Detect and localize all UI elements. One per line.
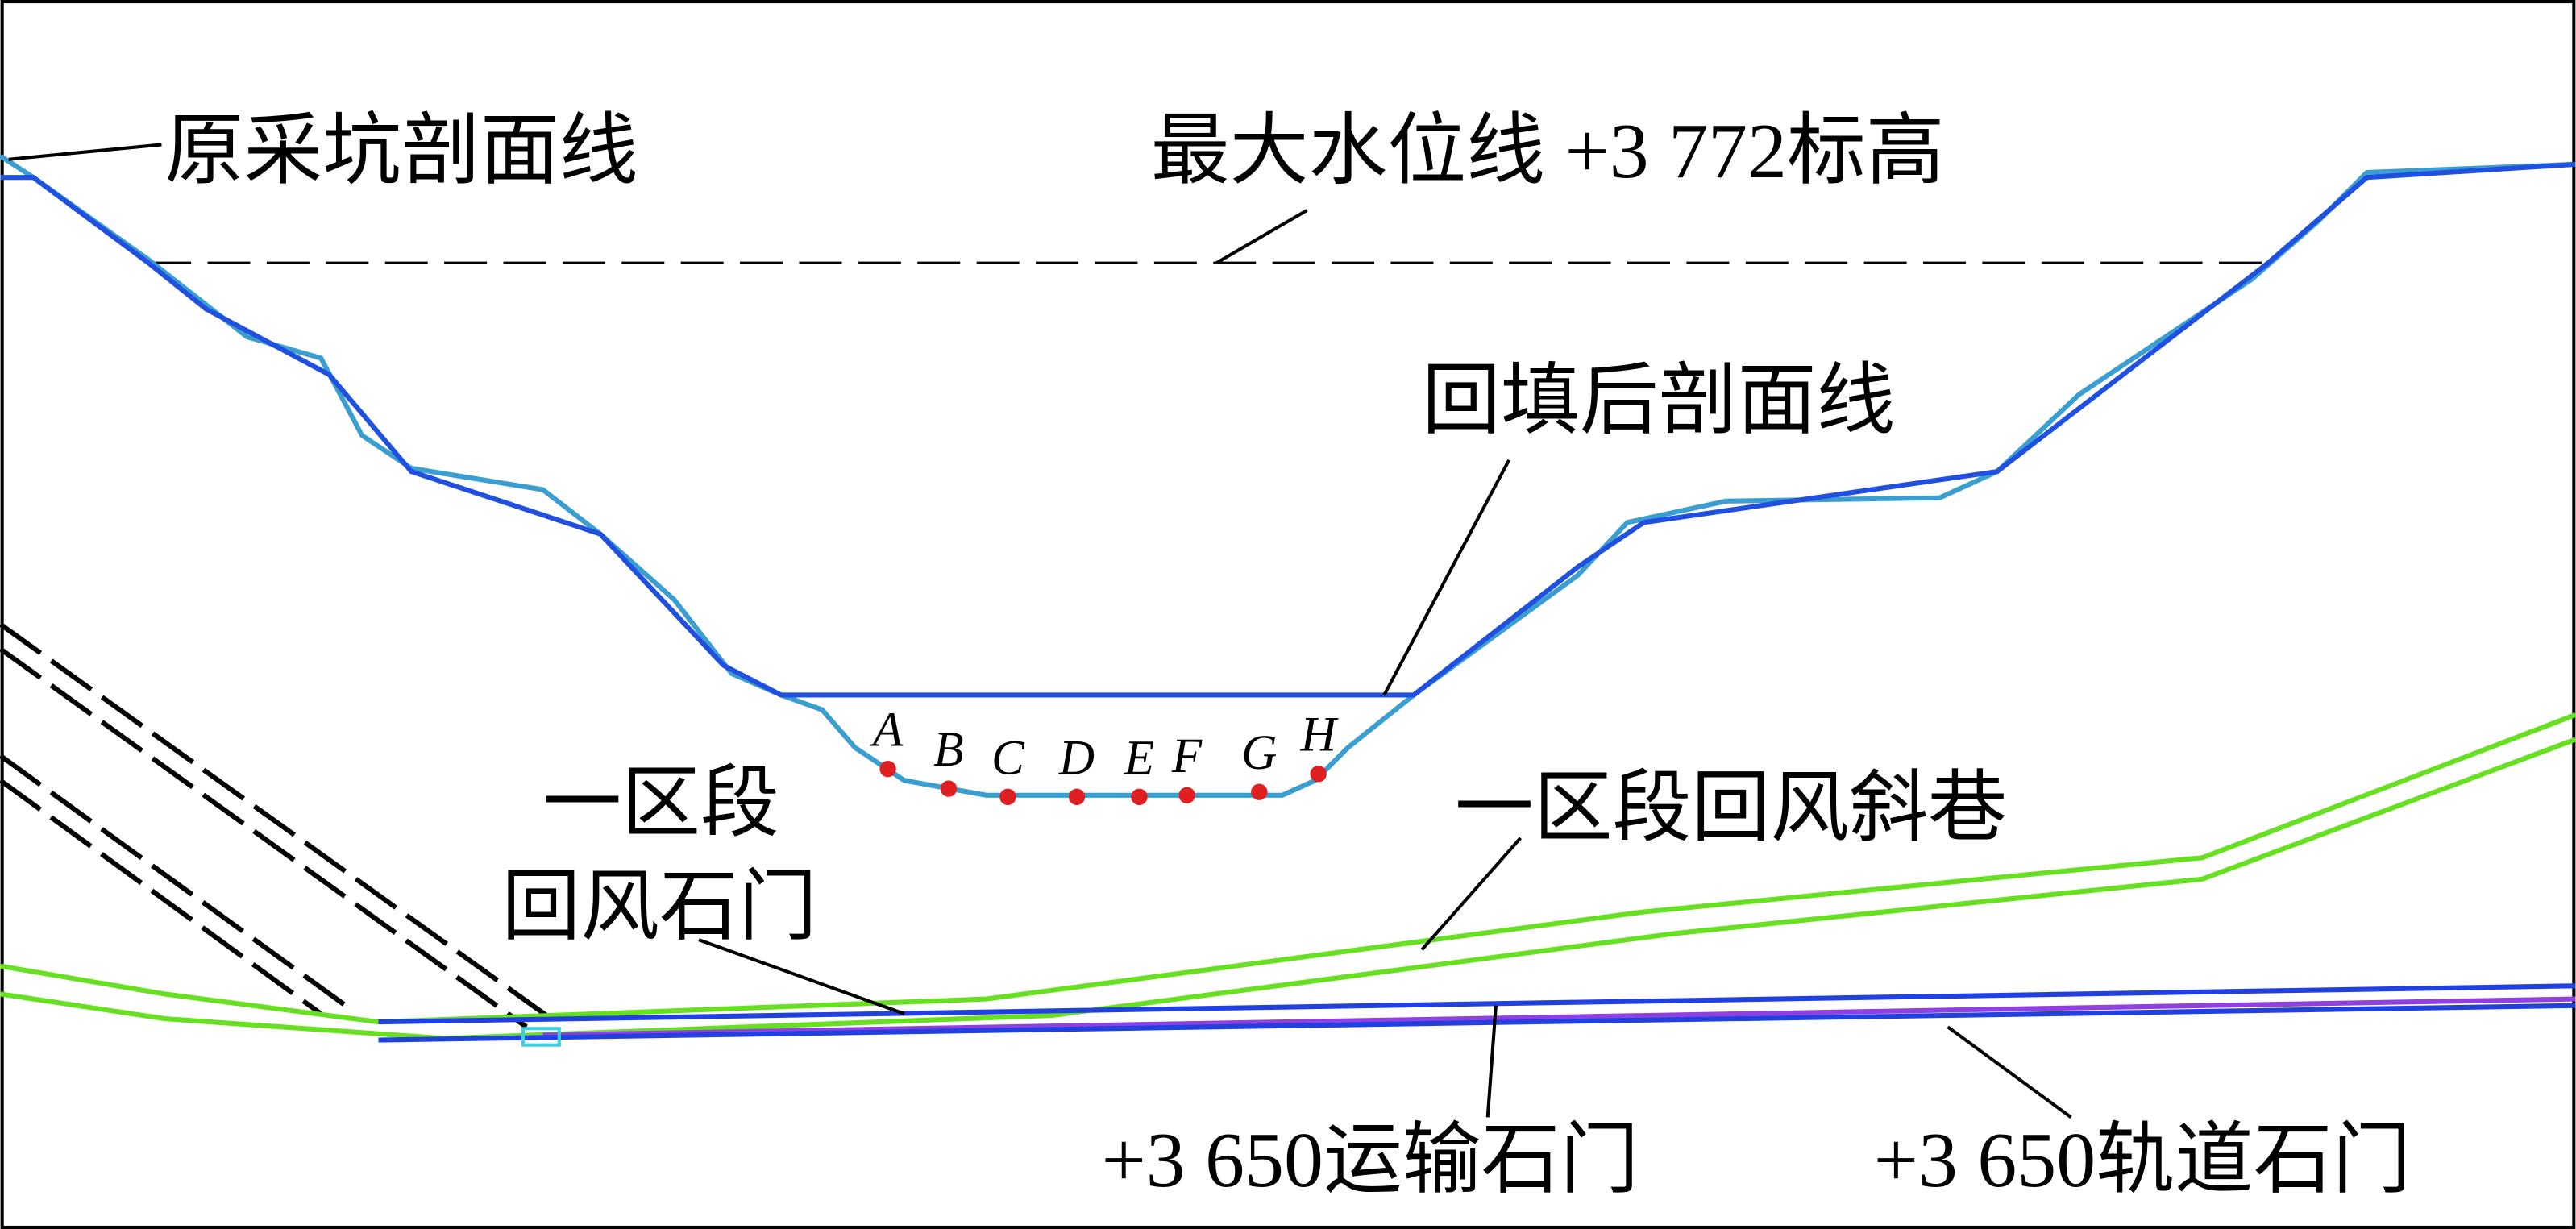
point-marker bbox=[999, 788, 1016, 805]
point-label: E bbox=[1124, 730, 1154, 785]
label: 回风石门 bbox=[501, 864, 816, 951]
point-marker bbox=[1068, 788, 1086, 805]
label: 回填后剖面线 bbox=[1422, 358, 1895, 445]
label: +3 650轨道石门 bbox=[1874, 1117, 2412, 1204]
label: 一区段回风斜巷 bbox=[1455, 766, 2007, 853]
point-marker bbox=[1251, 783, 1268, 800]
crosscut-line bbox=[542, 996, 2576, 1038]
point-marker bbox=[1178, 787, 1195, 803]
point-marker bbox=[1310, 766, 1327, 783]
incline-lower bbox=[0, 737, 2576, 1041]
junction bbox=[521, 1027, 561, 1047]
point-label: F bbox=[1171, 729, 1203, 783]
label: 原采坑剖面线 bbox=[165, 108, 638, 195]
point-label: D bbox=[1058, 730, 1095, 785]
crosscut-line bbox=[378, 983, 2576, 1025]
label: 最大水位线 +3 772标高 bbox=[1151, 108, 1945, 195]
label: +3 650运输石门 bbox=[1102, 1117, 1639, 1204]
point-label: B bbox=[933, 722, 963, 777]
point-marker bbox=[879, 760, 896, 778]
leaders bbox=[8, 143, 2072, 1119]
point-marker bbox=[940, 780, 958, 797]
crosscut-line bbox=[378, 1003, 2576, 1043]
point-label: A bbox=[870, 703, 904, 758]
point-marker bbox=[1131, 788, 1148, 805]
incline-upper bbox=[0, 712, 2576, 1025]
backfilled-profile bbox=[0, 161, 2576, 698]
point-label: C bbox=[991, 730, 1025, 785]
shafts bbox=[0, 622, 553, 1029]
label: 一区段 bbox=[542, 761, 779, 848]
point-label: G bbox=[1241, 725, 1277, 780]
point-label: H bbox=[1300, 708, 1339, 762]
